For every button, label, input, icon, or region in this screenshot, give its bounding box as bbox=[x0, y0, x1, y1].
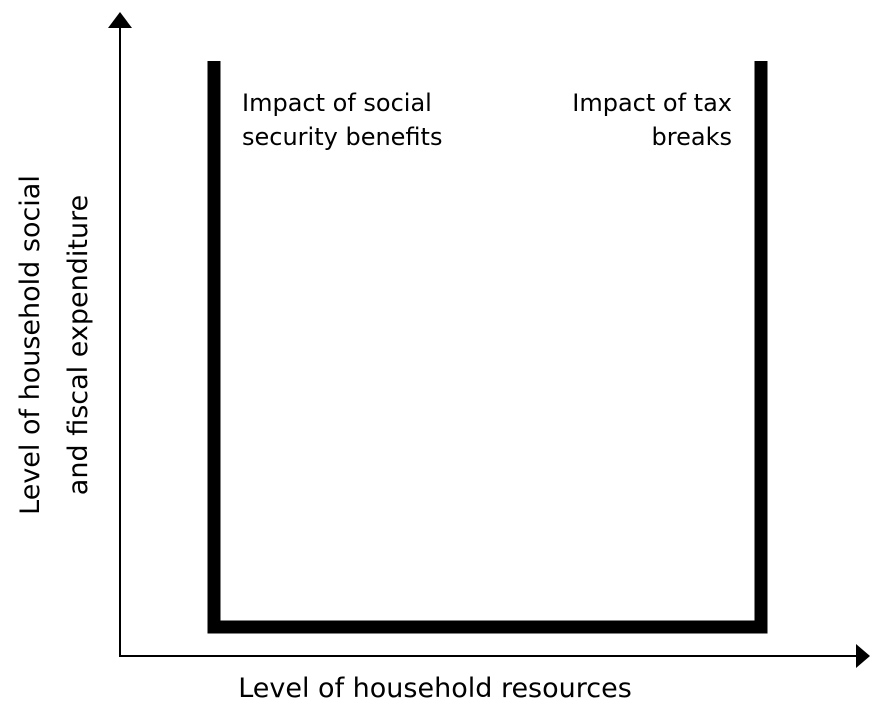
social-security-label-line1: Impact of social bbox=[242, 89, 432, 117]
x-axis-arrowhead bbox=[856, 644, 870, 668]
tax-breaks-label: Impact of tax breaks bbox=[500, 86, 732, 154]
y-axis-label-line2: and fiscal expenditure bbox=[63, 194, 94, 496]
tax-breaks-label-line2: breaks bbox=[651, 123, 732, 151]
tax-breaks-label-line1: Impact of tax bbox=[572, 89, 732, 117]
u-shaped-expenditure-line bbox=[207, 61, 768, 634]
y-axis-label: Level of household social and fiscal exp… bbox=[7, 135, 103, 555]
y-axis-label-line1: Level of household social bbox=[15, 175, 46, 515]
y-axis-arrowhead bbox=[108, 12, 132, 28]
social-security-benefits-label: Impact of social security benefits bbox=[242, 86, 442, 154]
x-axis-label: Level of household resources bbox=[238, 673, 632, 704]
social-security-label-line2: security benefits bbox=[242, 123, 443, 151]
